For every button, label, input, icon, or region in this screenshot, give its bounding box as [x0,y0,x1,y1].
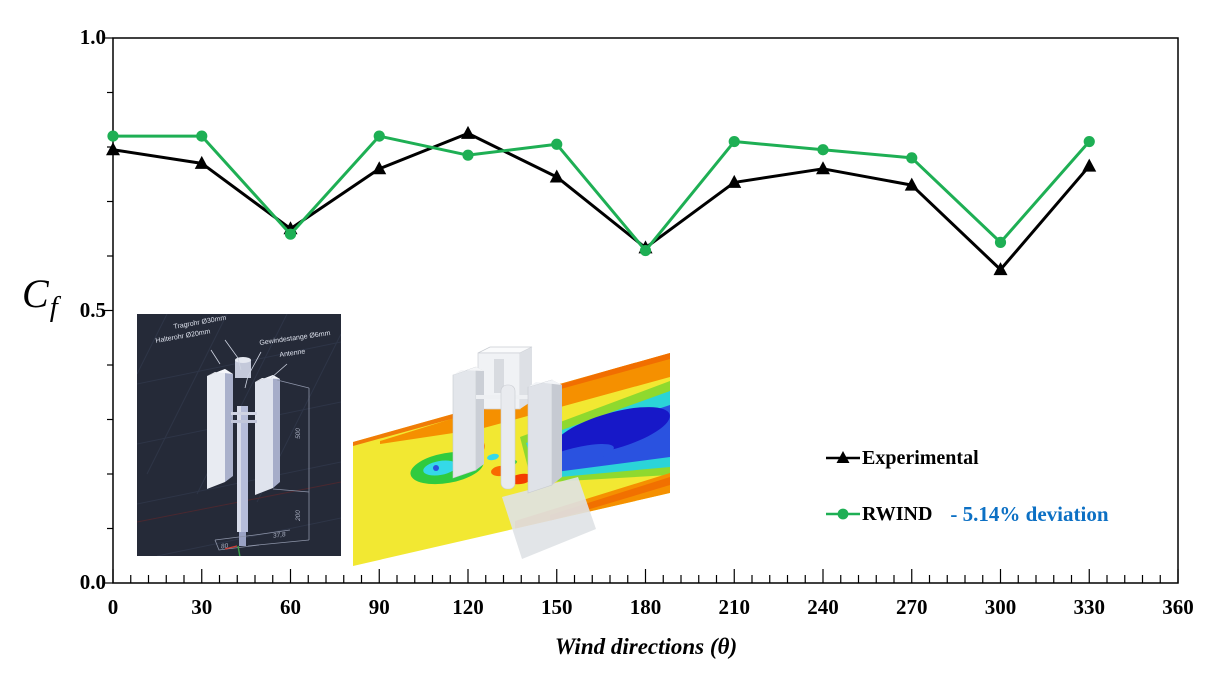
marker-circle-rwind [994,236,1007,248]
cad-dim-500: 500 [294,428,302,439]
x-tick-label: 270 [896,595,928,619]
x-tick-label: 120 [452,595,484,619]
cfd-flow-plane [353,346,670,566]
x-axis-title: Wind directions (θ) [554,634,738,659]
marker-circle-rwind [817,144,829,156]
x-tick-label: 300 [984,595,1017,619]
marker-triangle-experimental [1082,158,1097,172]
legend-entry-rwind: RWIND - 5.14% deviation [826,501,1109,526]
y-axis-title-main: C [22,271,49,316]
x-tick-label: 240 [807,595,839,619]
marker-triangle-experimental [106,142,120,156]
marker-circle-rwind [1083,135,1095,148]
cad-drawing-inset: Tragrohr Ø30mm Halterohr Ø20mm Gewindest… [136,313,342,558]
marker-triangle-experimental [372,161,387,175]
series-line-rwind [113,134,1091,253]
x-tick-label: 330 [1073,595,1106,619]
x-tick-label: 0 [107,595,119,619]
x-tick-label: 90 [368,595,390,619]
y-tick-label: 1.0 [79,25,106,49]
x-tick-label: 30 [191,595,213,619]
y-tick-label: 0.5 [79,297,106,322]
marker-triangle-experimental [993,262,1008,276]
legend-rwind-label: RWIND [862,502,933,525]
marker-circle-rwind [462,149,474,161]
x-tick-label: 180 [629,595,662,619]
cad-drawing [136,313,342,558]
marker-circle-rwind [284,228,297,240]
marker-triangle-experimental [194,155,209,169]
cad-dim-80: 80 [220,542,229,551]
rwind-marker-icon [826,508,860,520]
x-tick-label: 60 [280,595,301,619]
experimental-marker-icon [826,451,860,463]
marker-circle-rwind [906,152,918,164]
y-tick-label: 0.0 [79,570,106,594]
x-tick-label: 210 [718,595,751,619]
x-tick-label: 360 [1162,595,1194,619]
cad-dim-200: 200 [294,510,302,521]
marker-circle-rwind [639,244,652,257]
marker-triangle-experimental [904,177,919,191]
cfd-simulation-inset [350,345,672,567]
marker-triangle-experimental [461,125,475,139]
marker-circle-rwind [196,130,208,142]
x-tick-label: 150 [541,595,573,619]
marker-circle-rwind [728,135,740,148]
legend-experimental-label: Experimental [862,446,979,469]
legend-entry-experimental: Experimental [826,447,979,469]
marker-triangle-experimental [549,169,564,183]
y-axis-title: Cf [22,270,58,323]
marker-triangle-experimental [816,161,830,175]
legend-deviation-label: - 5.14% deviation [950,501,1109,526]
marker-circle-rwind [373,130,385,142]
marker-triangle-experimental [727,174,742,188]
marker-circle-rwind [107,130,119,142]
marker-circle-rwind [551,138,563,150]
y-axis-title-subscript: f [49,291,58,323]
